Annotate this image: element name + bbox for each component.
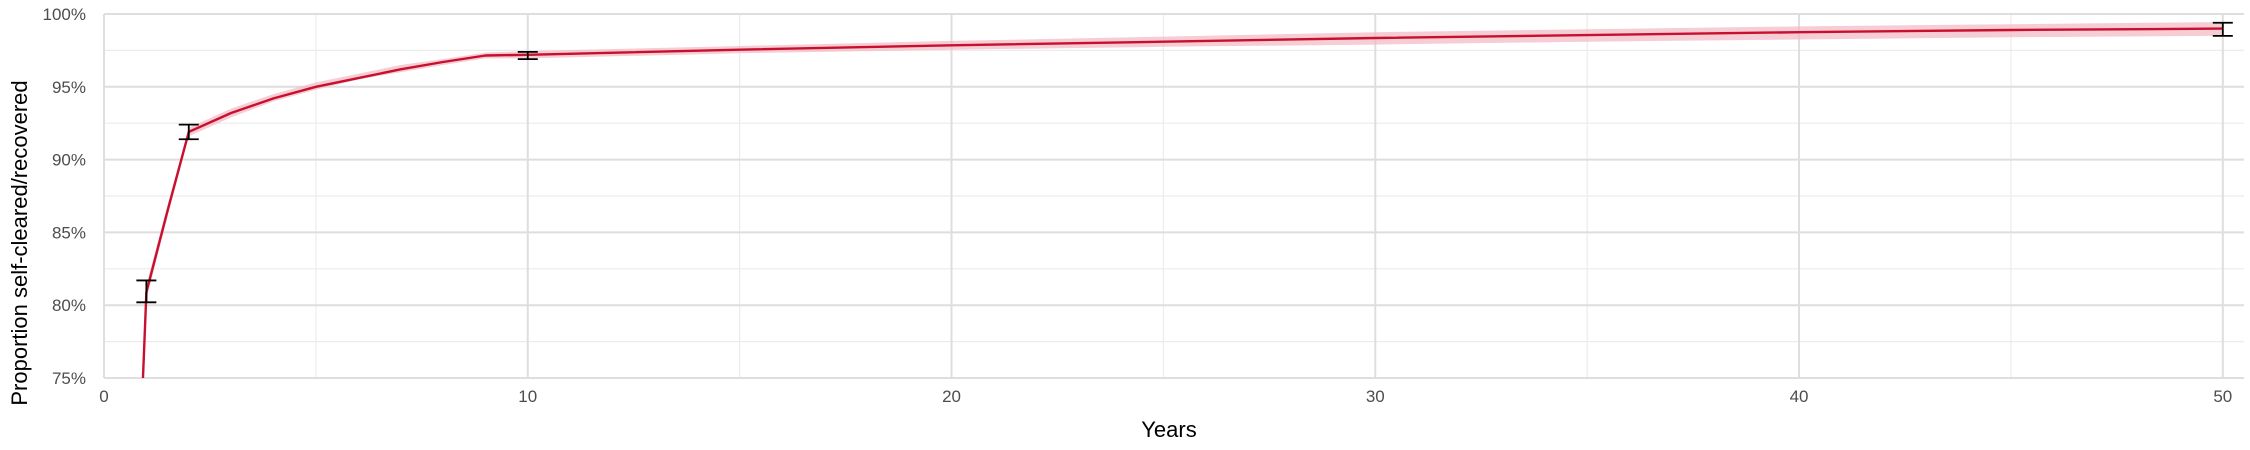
y-tick-label: 100%	[43, 5, 86, 24]
y-axis-title: Proportion self-cleared/recovered	[7, 80, 32, 405]
x-tick-label: 30	[1366, 387, 1385, 406]
tick-label-layer: 0 10 20 30 40 50 75% 80% 85% 90% 95% 100%	[43, 5, 2233, 406]
confidence-ribbon	[142, 22, 2223, 378]
grid-layer	[103, 13, 2244, 379]
x-tick-label: 40	[1790, 387, 1809, 406]
error-bar	[2212, 21, 2233, 37]
x-tick-label: 50	[2213, 387, 2232, 406]
error-bar	[178, 123, 199, 141]
x-tick-label: 10	[518, 387, 537, 406]
y-tick-label: 85%	[52, 223, 86, 242]
error-bar-layer	[136, 21, 2233, 304]
y-tick-label: 75%	[52, 369, 86, 388]
error-bar	[136, 279, 157, 304]
x-axis-title: Years	[1141, 417, 1196, 442]
error-bar	[517, 50, 538, 61]
series-line-layer	[141, 27, 2223, 378]
y-tick-label: 95%	[52, 78, 86, 97]
y-tick-label: 80%	[52, 296, 86, 315]
y-tick-label: 90%	[52, 151, 86, 170]
confidence-ribbon-layer	[142, 22, 2223, 378]
x-tick-label: 0	[99, 387, 108, 406]
x-tick-label: 20	[942, 387, 961, 406]
series-line	[141, 27, 2223, 378]
